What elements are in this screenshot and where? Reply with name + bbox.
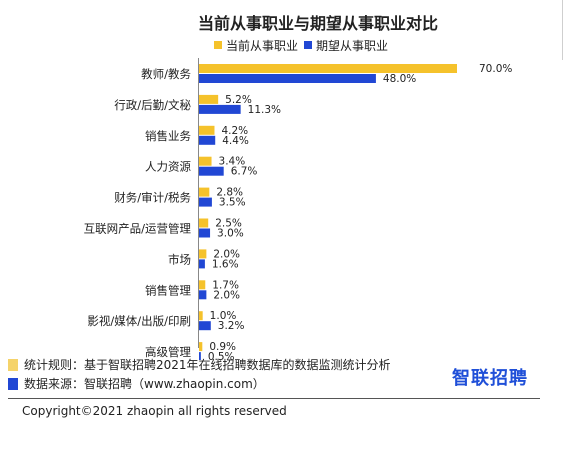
value-label-expected: 1.6%: [212, 258, 239, 270]
value-label-expected: 6.7%: [231, 166, 258, 178]
category-label: 影视/媒体/出版/印刷: [87, 314, 191, 328]
bar-expected: [199, 104, 241, 114]
legend-swatch-current: [214, 41, 222, 49]
bar-expected: [199, 352, 201, 360]
category-label: 销售业务: [145, 129, 191, 143]
note-source-swatch: [8, 377, 18, 390]
legend-swatch-expected: [304, 41, 312, 49]
logo-text-a: 智联: [452, 368, 490, 389]
legend-label-current: 当前从事职业: [226, 38, 298, 53]
bar-current: [199, 94, 219, 104]
bar-current: [199, 249, 207, 259]
category-label: 教师/教务: [141, 67, 191, 81]
footer-note-rule: 统计规则：基于智联招聘2021年在线招聘数据库的数据监测统计分析: [8, 356, 391, 373]
bar-current: [199, 64, 457, 73]
footer-divider: [8, 398, 540, 399]
value-label-current: 2.5%: [215, 218, 242, 230]
bar-expected: [199, 228, 211, 238]
value-label-expected: 3.5%: [219, 197, 246, 209]
footer-note-source: 数据来源：智联招聘（www.zhaopin.com）: [8, 375, 265, 392]
category-label: 互联网产品/运营管理: [84, 222, 192, 236]
category-label: 高级管理: [145, 345, 191, 359]
bar-expected: [199, 259, 205, 269]
bar-current: [199, 125, 215, 135]
bar-expected: [199, 166, 224, 176]
value-label-current: 1.0%: [210, 310, 237, 322]
bar-current: [199, 342, 203, 352]
note-source-text: 数据来源：智联招聘（www.zhaopin.com）: [24, 377, 265, 391]
note-rule-text: 统计规则：基于智联招聘2021年在线招聘数据库的数据监测统计分析: [24, 358, 391, 372]
value-label-current: 4.2%: [221, 125, 248, 137]
note-rule-swatch: [8, 358, 18, 371]
category-label: 市场: [168, 252, 191, 266]
bar-current: [199, 311, 203, 321]
value-label-expected: 4.4%: [222, 135, 249, 147]
page-edge-rule: [562, 0, 563, 60]
category-label: 销售管理: [145, 283, 191, 297]
category-label: 财务/审计/税务: [114, 191, 191, 205]
value-label-current: 5.2%: [225, 94, 252, 106]
zhaopin-logo: 智联招聘: [452, 364, 528, 390]
value-label-current: 3.4%: [219, 156, 246, 168]
category-label: 人力资源: [145, 160, 191, 174]
logo-text-b: 招聘: [490, 368, 528, 389]
bar-current: [199, 187, 210, 197]
bar-current: [199, 218, 209, 228]
value-label-expected: 3.0%: [217, 228, 244, 240]
bar-chart: 当前从事职业与期望从事职业对比 当前从事职业 期望从事职业 教师/教务 70.0%…: [84, 14, 512, 360]
value-label-current: 2.8%: [216, 187, 243, 199]
chart-title: 当前从事职业与期望从事职业对比: [198, 14, 438, 33]
legend: 当前从事职业 期望从事职业: [214, 38, 388, 53]
bar-current: [199, 280, 206, 290]
value-label-current: 0.9%: [209, 341, 236, 353]
bar-expected: [199, 74, 376, 83]
bar-current: [199, 156, 212, 166]
value-label-current: 70.0%: [479, 63, 512, 75]
bar-expected: [199, 290, 207, 300]
value-label-expected: 3.2%: [218, 320, 245, 332]
bar-expected: [199, 321, 211, 331]
bar-expected: [199, 135, 216, 145]
value-label-expected: 0.5%: [208, 351, 235, 360]
legend-label-expected: 期望从事职业: [316, 39, 388, 53]
category-label: 行政/后勤/文秘: [114, 98, 191, 112]
bar-expected: [199, 197, 212, 207]
value-label-expected: 11.3%: [248, 104, 281, 116]
value-label-expected: 2.0%: [213, 289, 240, 301]
copyright-text: Copyright©2021 zhaopin all rights reserv…: [22, 404, 287, 418]
value-label-expected: 48.0%: [383, 73, 416, 85]
value-label-current: 2.0%: [213, 248, 240, 260]
value-label-current: 1.7%: [212, 279, 239, 291]
